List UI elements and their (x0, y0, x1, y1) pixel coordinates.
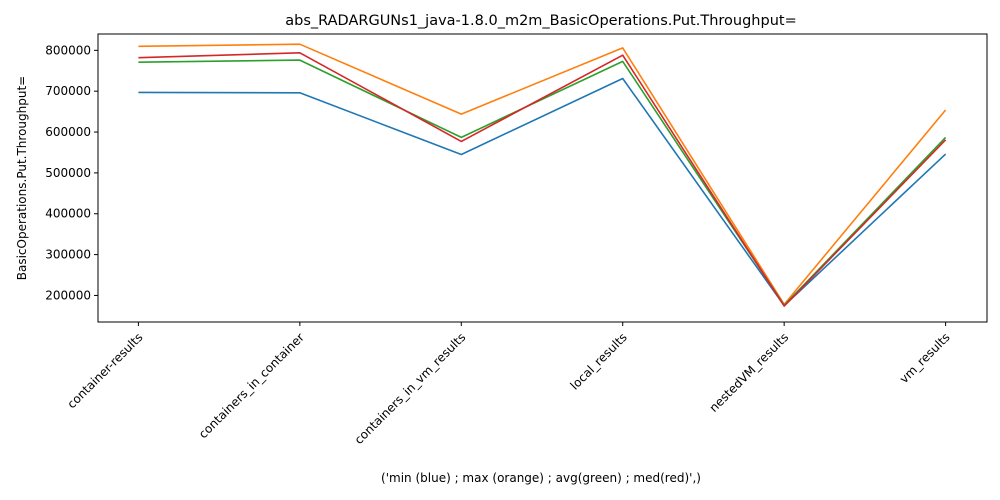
y-tick-label: 800000 (45, 43, 91, 57)
x-axis-title: ('min (blue) ; max (orange) ; avg(green)… (381, 471, 701, 485)
chart-title: abs_RADARGUNs1_java-1.8.0_m2m_BasicOpera… (285, 13, 796, 29)
series-line-0 (138, 77, 947, 307)
series-layer (138, 43, 947, 307)
x-tick-label: nestedVM_results (707, 330, 792, 415)
series-line-1 (138, 43, 947, 306)
y-tick-label: 500000 (45, 166, 91, 180)
x-tick-label: vm_results (897, 330, 953, 386)
x-tick-label: containers_in_container (196, 330, 307, 441)
x-tick-label: container-results (64, 330, 145, 411)
plot-area (98, 34, 987, 322)
plot-frame (97, 33, 988, 323)
y-tick-label: 200000 (45, 288, 91, 302)
x-tick-label: local_results (567, 330, 629, 392)
y-axis-title: BasicOperations.Put.Throughput= (15, 76, 29, 280)
y-tick-label: 300000 (45, 248, 91, 262)
y-tick-label: 400000 (45, 207, 91, 221)
x-tick-label: containers_in_vm_results (352, 330, 469, 447)
y-tick-label: 700000 (45, 84, 91, 98)
y-tick-label: 600000 (45, 125, 91, 139)
series-line-3 (138, 51, 947, 307)
